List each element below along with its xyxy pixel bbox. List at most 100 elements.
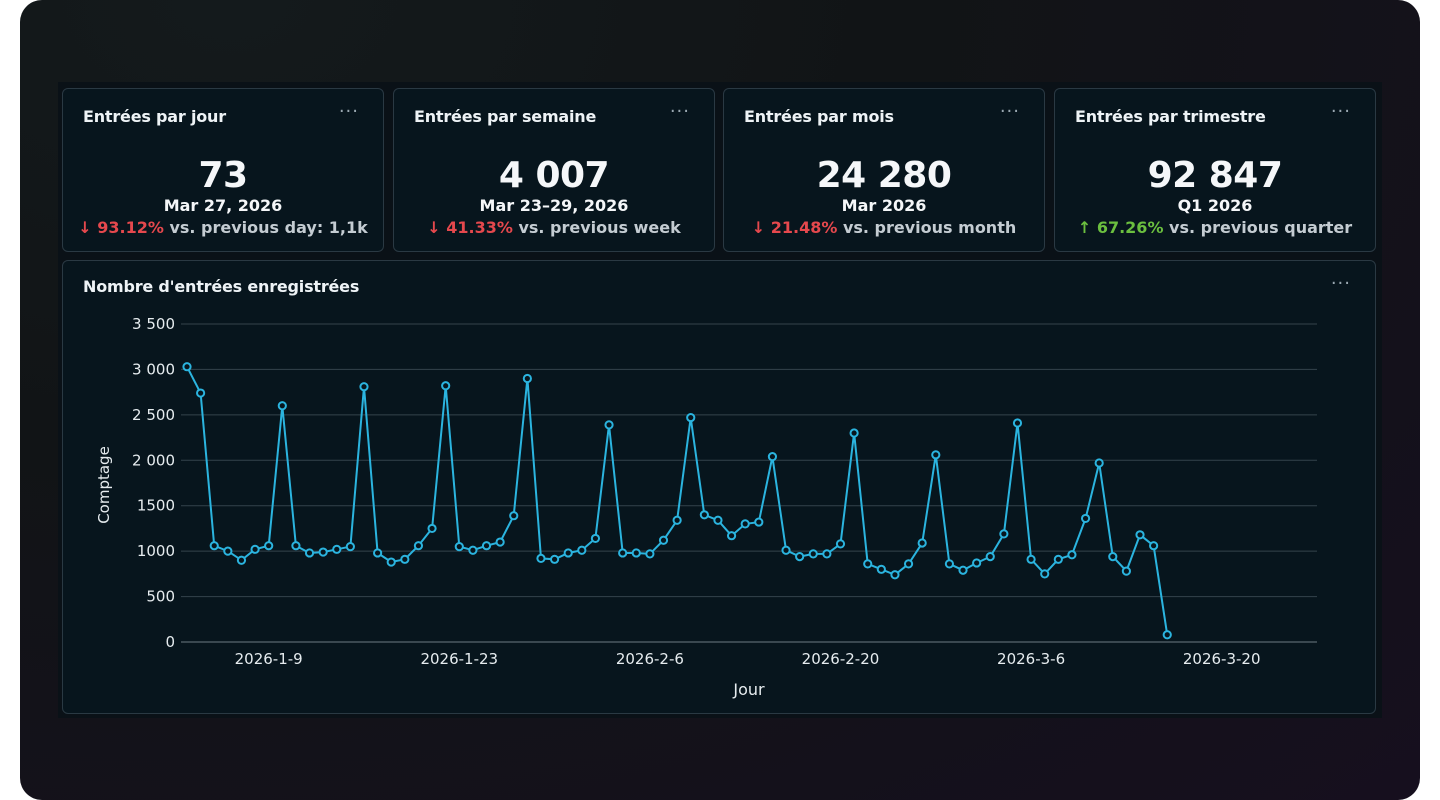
line-chart: 0 500 1000 1500 2 000 2 500 3 000 3 500 2026-1-… bbox=[95, 315, 1317, 699]
data-point[interactable] bbox=[563, 548, 573, 558]
kpi-change-percent: 93.12% bbox=[97, 218, 164, 237]
data-point[interactable] bbox=[972, 558, 982, 568]
data-point[interactable] bbox=[931, 450, 941, 460]
data-point[interactable] bbox=[631, 548, 641, 558]
data-point[interactable] bbox=[277, 401, 287, 411]
data-point[interactable] bbox=[522, 373, 532, 384]
data-point[interactable] bbox=[1135, 530, 1145, 540]
data-point[interactable] bbox=[890, 570, 900, 580]
data-point[interactable] bbox=[1080, 513, 1091, 524]
more-options-icon[interactable]: ··· bbox=[1330, 101, 1351, 122]
data-point[interactable] bbox=[808, 549, 818, 559]
data-point[interactable] bbox=[1067, 550, 1077, 560]
data-point[interactable] bbox=[359, 382, 369, 392]
data-point[interactable] bbox=[590, 533, 601, 544]
data-point[interactable] bbox=[822, 549, 832, 559]
data-point[interactable] bbox=[1094, 458, 1104, 468]
data-point[interactable] bbox=[468, 545, 478, 555]
data-point[interactable] bbox=[1040, 569, 1050, 579]
kpi-card-daily: Entrées par jour ··· 73 Mar 27, 2026 ↓ 9… bbox=[62, 88, 384, 252]
data-point[interactable] bbox=[304, 548, 315, 558]
data-point[interactable] bbox=[1012, 418, 1023, 428]
kpi-title: Entrées par semaine bbox=[414, 107, 597, 126]
data-point[interactable] bbox=[658, 535, 669, 545]
y-axis-label: Comptage bbox=[95, 446, 113, 524]
data-point[interactable] bbox=[795, 551, 805, 562]
data-point[interactable] bbox=[345, 542, 355, 552]
app-frame: Entrées par jour ··· 73 Mar 27, 2026 ↓ 9… bbox=[20, 0, 1420, 800]
y-tick-label: 3 500 bbox=[132, 315, 175, 333]
data-point[interactable] bbox=[863, 559, 873, 569]
data-point[interactable] bbox=[849, 428, 859, 438]
series-line bbox=[186, 366, 1169, 635]
more-options-icon[interactable]: ··· bbox=[1330, 273, 1351, 294]
data-point[interactable] bbox=[1162, 630, 1172, 640]
data-point[interactable] bbox=[250, 544, 260, 554]
y-tick-label: 3 000 bbox=[132, 360, 175, 378]
data-point[interactable] bbox=[577, 545, 587, 555]
data-point[interactable] bbox=[373, 548, 383, 558]
data-point[interactable] bbox=[400, 554, 410, 564]
data-point[interactable] bbox=[291, 541, 301, 551]
kpi-change: ↓ 93.12% vs. previous day: 1,1k bbox=[63, 218, 383, 237]
kpi-period: Mar 27, 2026 bbox=[163, 196, 283, 215]
data-point[interactable] bbox=[196, 388, 206, 398]
arrow-up-icon: ↑ bbox=[1077, 218, 1092, 237]
data-point[interactable] bbox=[318, 547, 328, 557]
data-point[interactable] bbox=[1026, 554, 1036, 564]
data-point[interactable] bbox=[1149, 541, 1159, 551]
data-point[interactable] bbox=[985, 551, 995, 562]
data-point[interactable] bbox=[699, 510, 709, 520]
kpi-change-percent: 67.26% bbox=[1096, 218, 1164, 237]
data-point[interactable] bbox=[549, 554, 560, 564]
data-point[interactable] bbox=[767, 452, 778, 462]
data-point[interactable] bbox=[726, 531, 737, 541]
data-point[interactable] bbox=[495, 537, 505, 547]
data-point[interactable] bbox=[781, 545, 791, 555]
kpi-comparison: vs. previous day: 1,1k bbox=[169, 218, 368, 237]
data-point[interactable] bbox=[182, 362, 192, 372]
data-point[interactable] bbox=[645, 549, 655, 559]
data-point[interactable] bbox=[264, 541, 274, 551]
data-point[interactable] bbox=[713, 515, 723, 525]
x-tick-label: 2026-1-23 bbox=[420, 650, 498, 668]
data-point[interactable] bbox=[686, 412, 696, 423]
data-point[interactable] bbox=[1053, 554, 1063, 564]
data-point[interactable] bbox=[536, 553, 546, 564]
data-point[interactable] bbox=[209, 541, 219, 551]
data-point[interactable] bbox=[672, 515, 682, 525]
more-options-icon[interactable]: ··· bbox=[999, 101, 1020, 122]
data-point[interactable] bbox=[1121, 566, 1131, 576]
data-point[interactable] bbox=[999, 529, 1009, 539]
data-point[interactable] bbox=[236, 555, 247, 565]
data-point[interactable] bbox=[332, 544, 342, 554]
data-point[interactable] bbox=[413, 541, 424, 551]
data-point[interactable] bbox=[917, 538, 927, 548]
more-options-icon[interactable]: ··· bbox=[669, 101, 690, 122]
data-point[interactable] bbox=[1108, 551, 1118, 562]
data-point[interactable] bbox=[223, 546, 233, 556]
data-point[interactable] bbox=[835, 539, 846, 549]
data-point[interactable] bbox=[740, 519, 750, 529]
kpi-period: Mar 2026 bbox=[841, 196, 927, 215]
data-point[interactable] bbox=[481, 541, 492, 551]
x-tick-label: 2026-3-6 bbox=[997, 650, 1065, 668]
data-point[interactable] bbox=[427, 523, 437, 534]
data-point[interactable] bbox=[604, 420, 614, 430]
data-point[interactable] bbox=[944, 559, 955, 569]
data-point[interactable] bbox=[958, 565, 968, 575]
data-point[interactable] bbox=[386, 557, 396, 567]
data-point[interactable] bbox=[876, 564, 886, 574]
data-point[interactable] bbox=[441, 381, 451, 391]
data-point[interactable] bbox=[618, 548, 628, 558]
data-point[interactable] bbox=[903, 559, 914, 569]
data-point[interactable] bbox=[454, 542, 464, 552]
kpi-title: Entrées par mois bbox=[744, 107, 894, 126]
data-point[interactable] bbox=[754, 517, 764, 527]
kpi-title: Entrées par trimestre bbox=[1075, 107, 1266, 126]
data-point[interactable] bbox=[509, 511, 519, 521]
more-options-icon[interactable]: ··· bbox=[338, 101, 359, 122]
x-tick-label: 2026-3-20 bbox=[1183, 650, 1261, 668]
kpi-card-weekly: Entrées par semaine ··· 4 007 Mar 23–29,… bbox=[393, 88, 715, 252]
y-tick-label: 500 bbox=[146, 588, 175, 606]
